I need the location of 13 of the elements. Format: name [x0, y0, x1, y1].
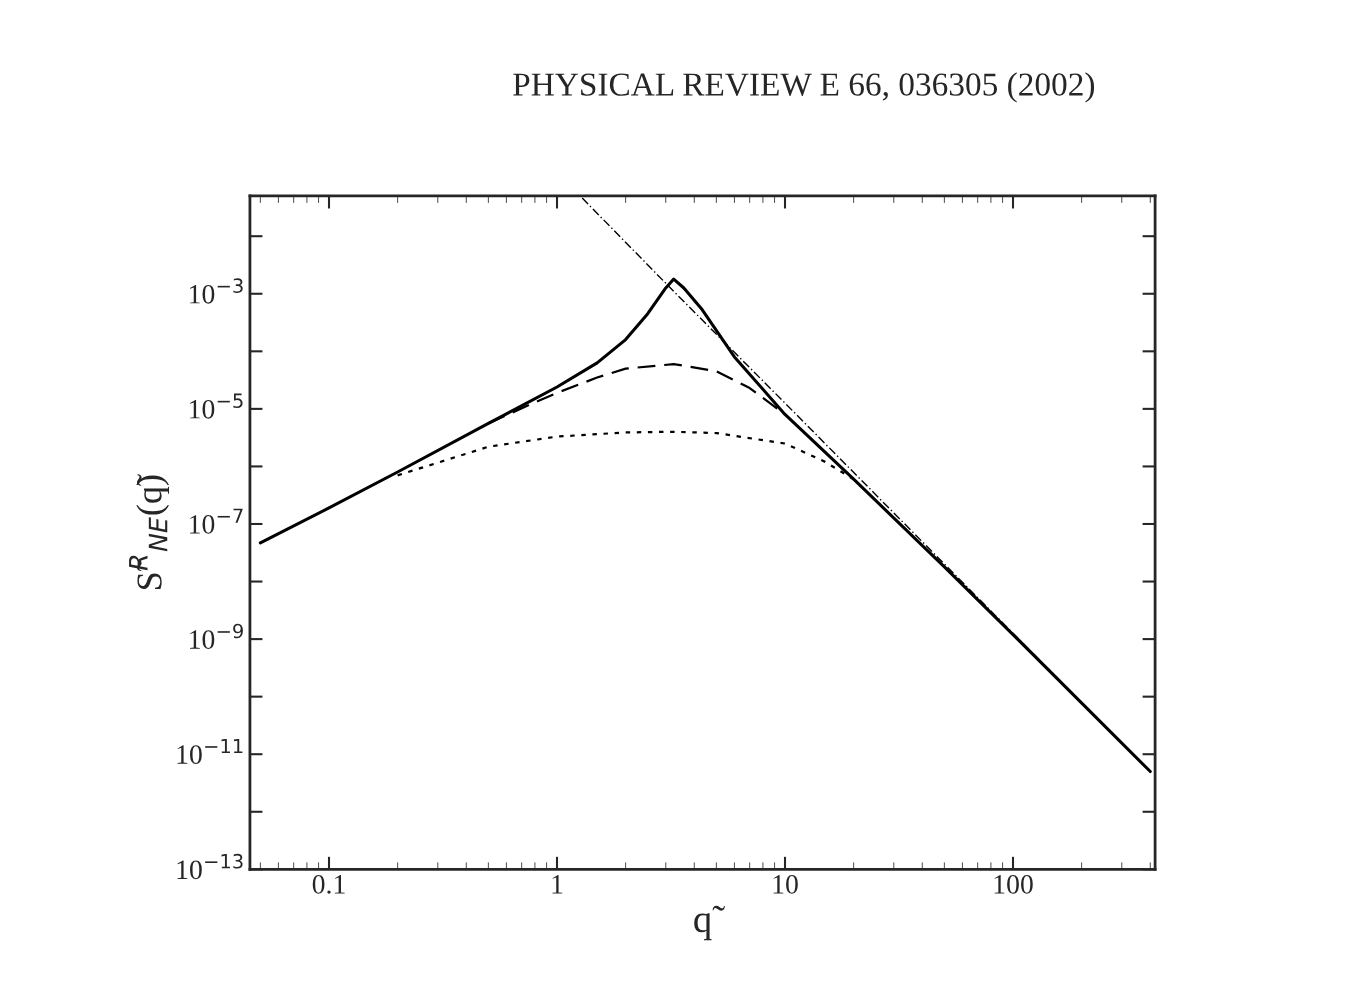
y-tick-label: 10$^{−7}$ [190, 508, 243, 534]
y-axis-title: S̃$^{R}$$_{NE}$(q̃) [129, 474, 170, 589]
chart-title: PHYSICAL REVIEW E 66, 036305 (2002) [513, 72, 1095, 103]
x-tick-label: 100 [994, 874, 1033, 894]
y-tick-label: 10$^{−9}$ [190, 623, 243, 649]
x-tick-label: 1 [552, 875, 563, 894]
y-tick-label: 10$^{−11}$ [177, 738, 243, 764]
x-axis-title: q̃ [694, 905, 725, 941]
y-tick-label: 10$^{−13}$ [177, 853, 243, 880]
y-tick-label: 10$^{−3}$ [190, 278, 243, 304]
x-tick-label: 10 [773, 874, 798, 894]
x-tick-label: 0.1 [312, 874, 345, 894]
y-tick-label: 10$^{−5}$ [190, 393, 243, 419]
